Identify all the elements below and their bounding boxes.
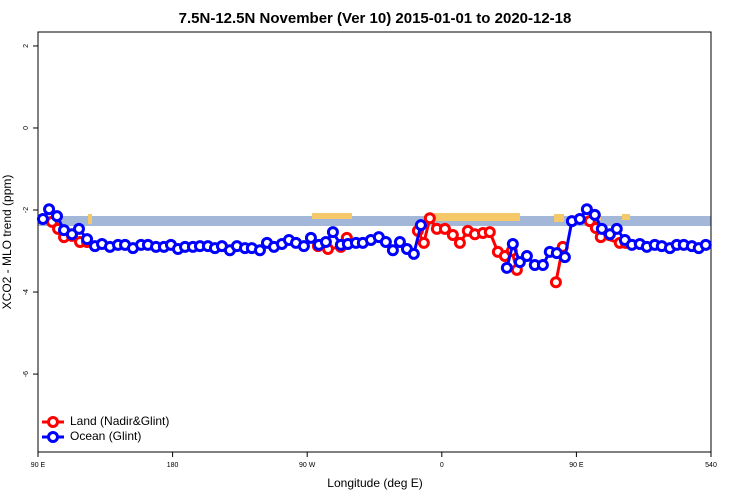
y-tick-label: -4 [23, 289, 30, 295]
data-point [595, 222, 608, 235]
data-point [513, 256, 526, 269]
data-point [50, 210, 63, 223]
data-point [304, 231, 317, 244]
data-point [520, 249, 533, 262]
data-point [580, 203, 593, 216]
data-point [483, 226, 496, 239]
data-point [393, 236, 406, 248]
data-point [453, 236, 466, 249]
x-tick-label: 540 [705, 462, 717, 469]
x-tick-label: 90 W [299, 462, 316, 469]
data-point [386, 244, 399, 257]
data-point [549, 276, 562, 289]
chart-title: 7.5N-12.5N November (Ver 10) 2015-01-01 … [179, 10, 572, 27]
data-point [588, 208, 601, 221]
data-point [319, 236, 332, 248]
data-point [326, 226, 339, 239]
data-point [500, 261, 513, 274]
data-point [423, 212, 436, 225]
data-point [536, 258, 549, 271]
y-tick-label: 2 [23, 44, 30, 48]
data-point [699, 238, 712, 251]
data-point [573, 213, 586, 226]
y-axis-label: XCO2 - MLO trend (ppm) [0, 175, 14, 310]
y-tick-label: 0 [23, 126, 30, 130]
x-tick-label: 90 E [31, 462, 46, 469]
data-point [417, 236, 430, 249]
x-tick-label: 0 [440, 462, 444, 469]
data-point [446, 229, 459, 242]
x-tick-label: 90 E [569, 462, 584, 469]
data-point [379, 236, 392, 248]
legend-label: Ocean (Glint) [70, 429, 141, 443]
data-point [81, 233, 94, 246]
data-point [414, 219, 427, 232]
data-point [610, 222, 623, 235]
y-tick-label: -6 [23, 371, 30, 377]
latitude-band [38, 216, 711, 226]
legend-marker [47, 416, 59, 428]
data-point [72, 222, 85, 235]
data-point [253, 244, 266, 257]
x-tick-label: 180 [167, 462, 179, 469]
data-point [407, 247, 420, 260]
data-point [297, 240, 310, 253]
data-point [438, 222, 451, 235]
data-point [558, 251, 571, 264]
data-point [43, 203, 56, 216]
legend-label: Land (Nadir&Glint) [70, 414, 169, 428]
data-point [506, 238, 519, 251]
legend-marker [47, 431, 59, 443]
data-point [36, 213, 49, 226]
y-tick-label: -2 [23, 207, 30, 213]
x-axis-label: Longitude (deg E) [327, 476, 422, 490]
